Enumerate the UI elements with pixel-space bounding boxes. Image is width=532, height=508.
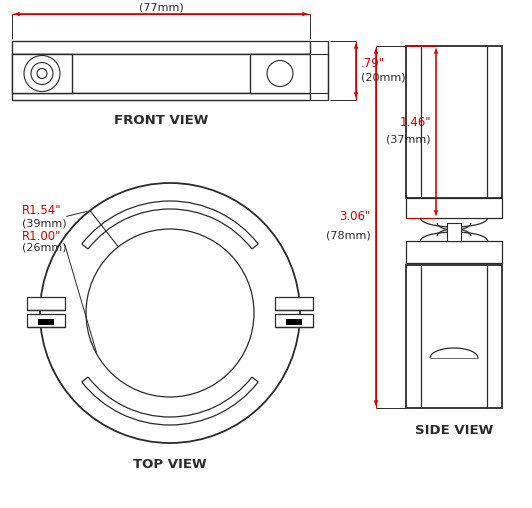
Circle shape — [86, 229, 254, 397]
Bar — [406, 46, 502, 198]
Text: (78mm): (78mm) — [326, 230, 371, 240]
Text: R1.54": R1.54" — [22, 205, 62, 217]
Bar — [12, 54, 72, 93]
Text: 3.06": 3.06" — [339, 210, 371, 224]
Text: TOP VIEW: TOP VIEW — [133, 459, 207, 471]
Text: (39mm): (39mm) — [22, 218, 66, 228]
Bar — [310, 54, 328, 93]
Circle shape — [267, 60, 293, 86]
Text: 3.03": 3.03" — [145, 0, 177, 2]
Bar — [447, 223, 461, 241]
Text: (77mm): (77mm) — [139, 2, 184, 12]
Circle shape — [40, 183, 300, 443]
Text: 1.46": 1.46" — [400, 115, 431, 129]
Bar — [250, 54, 310, 93]
Text: .79": .79" — [361, 57, 385, 70]
Circle shape — [37, 69, 47, 79]
Circle shape — [24, 55, 60, 91]
Bar — [447, 223, 461, 241]
Text: (20mm): (20mm) — [361, 73, 405, 82]
Bar — [12, 54, 310, 93]
Text: (37mm): (37mm) — [386, 135, 431, 145]
Bar — [286, 319, 302, 325]
Bar — [12, 41, 310, 54]
Bar — [406, 198, 502, 218]
Bar — [275, 297, 313, 310]
Bar — [12, 93, 310, 100]
Bar — [27, 297, 65, 310]
Text: (26mm): (26mm) — [22, 243, 66, 253]
Bar — [38, 319, 54, 325]
Text: SIDE VIEW: SIDE VIEW — [415, 424, 493, 436]
Text: R1.00": R1.00" — [22, 230, 62, 242]
Circle shape — [31, 62, 53, 84]
Text: FRONT VIEW: FRONT VIEW — [114, 114, 208, 128]
Bar — [275, 314, 313, 327]
Bar — [406, 241, 502, 263]
Bar — [27, 314, 65, 327]
Bar — [406, 265, 502, 408]
